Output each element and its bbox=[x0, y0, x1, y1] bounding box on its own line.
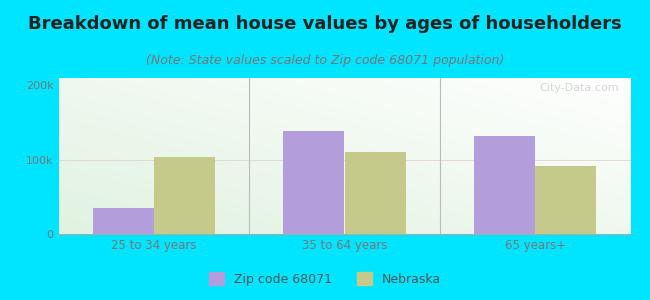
Bar bbox=[283, 131, 344, 234]
Bar bbox=[344, 152, 406, 234]
Bar bbox=[474, 136, 535, 234]
Text: City-Data.com: City-Data.com bbox=[540, 83, 619, 93]
Bar bbox=[535, 167, 596, 234]
Text: (Note: State values scaled to Zip code 68071 population): (Note: State values scaled to Zip code 6… bbox=[146, 54, 504, 67]
Text: Breakdown of mean house values by ages of householders: Breakdown of mean house values by ages o… bbox=[28, 15, 622, 33]
Bar bbox=[93, 208, 154, 234]
Legend: Zip code 68071, Nebraska: Zip code 68071, Nebraska bbox=[204, 267, 446, 291]
Bar bbox=[154, 158, 215, 234]
